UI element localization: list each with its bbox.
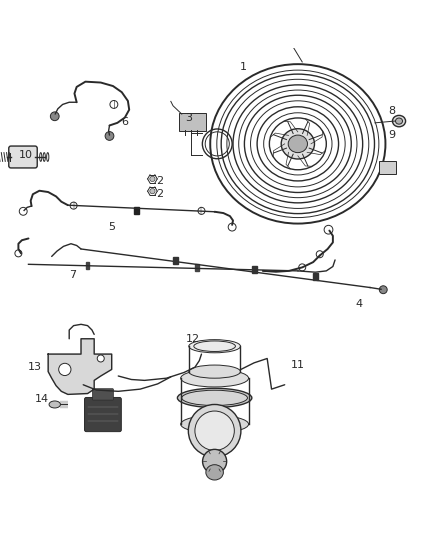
FancyBboxPatch shape (179, 113, 206, 131)
Bar (195, 264, 199, 271)
Ellipse shape (392, 115, 406, 127)
Text: 6: 6 (121, 117, 128, 127)
Circle shape (105, 132, 114, 140)
Text: 4: 4 (356, 298, 363, 309)
Ellipse shape (396, 118, 403, 124)
FancyBboxPatch shape (9, 146, 37, 168)
Text: 1: 1 (240, 62, 247, 72)
Ellipse shape (182, 390, 247, 406)
Text: 5: 5 (108, 222, 115, 232)
Text: 8: 8 (389, 106, 396, 116)
Ellipse shape (195, 411, 234, 450)
Ellipse shape (188, 405, 241, 457)
Text: 14: 14 (35, 394, 49, 404)
Text: 7: 7 (69, 270, 76, 280)
FancyBboxPatch shape (379, 160, 396, 174)
Ellipse shape (177, 388, 252, 408)
Ellipse shape (180, 369, 249, 387)
Ellipse shape (189, 365, 240, 378)
Ellipse shape (288, 135, 307, 152)
Circle shape (59, 364, 71, 376)
Text: 10: 10 (19, 150, 33, 160)
Text: 9: 9 (389, 130, 396, 140)
FancyBboxPatch shape (92, 389, 113, 400)
Ellipse shape (202, 449, 227, 473)
Ellipse shape (281, 128, 314, 159)
Text: 2: 2 (156, 176, 163, 186)
Circle shape (150, 189, 155, 194)
Circle shape (150, 176, 155, 182)
Bar (173, 257, 178, 264)
Circle shape (97, 355, 104, 362)
Text: 3: 3 (185, 112, 192, 123)
Ellipse shape (49, 401, 60, 408)
Text: 11: 11 (291, 360, 305, 370)
Polygon shape (48, 339, 112, 394)
Circle shape (379, 286, 387, 294)
Circle shape (50, 112, 59, 120)
FancyBboxPatch shape (85, 398, 121, 432)
Ellipse shape (180, 415, 249, 433)
Bar (313, 273, 318, 280)
Bar (252, 266, 257, 273)
Ellipse shape (189, 340, 240, 353)
Text: 2: 2 (156, 189, 163, 199)
Text: 12: 12 (186, 334, 200, 344)
Bar (134, 207, 139, 214)
Text: 13: 13 (28, 362, 42, 372)
Ellipse shape (206, 465, 223, 480)
Bar (86, 262, 89, 269)
